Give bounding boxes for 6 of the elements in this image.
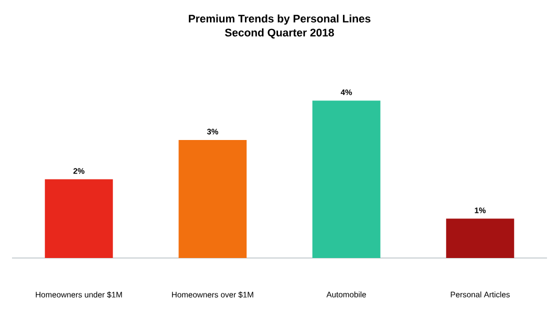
chart-title: Premium Trends by Personal Lines <box>188 14 370 25</box>
bar <box>178 140 247 258</box>
bar <box>44 179 113 258</box>
chart-subtitle: Second Quarter 2018 <box>224 28 334 38</box>
bar <box>446 218 514 258</box>
bar <box>312 100 380 258</box>
